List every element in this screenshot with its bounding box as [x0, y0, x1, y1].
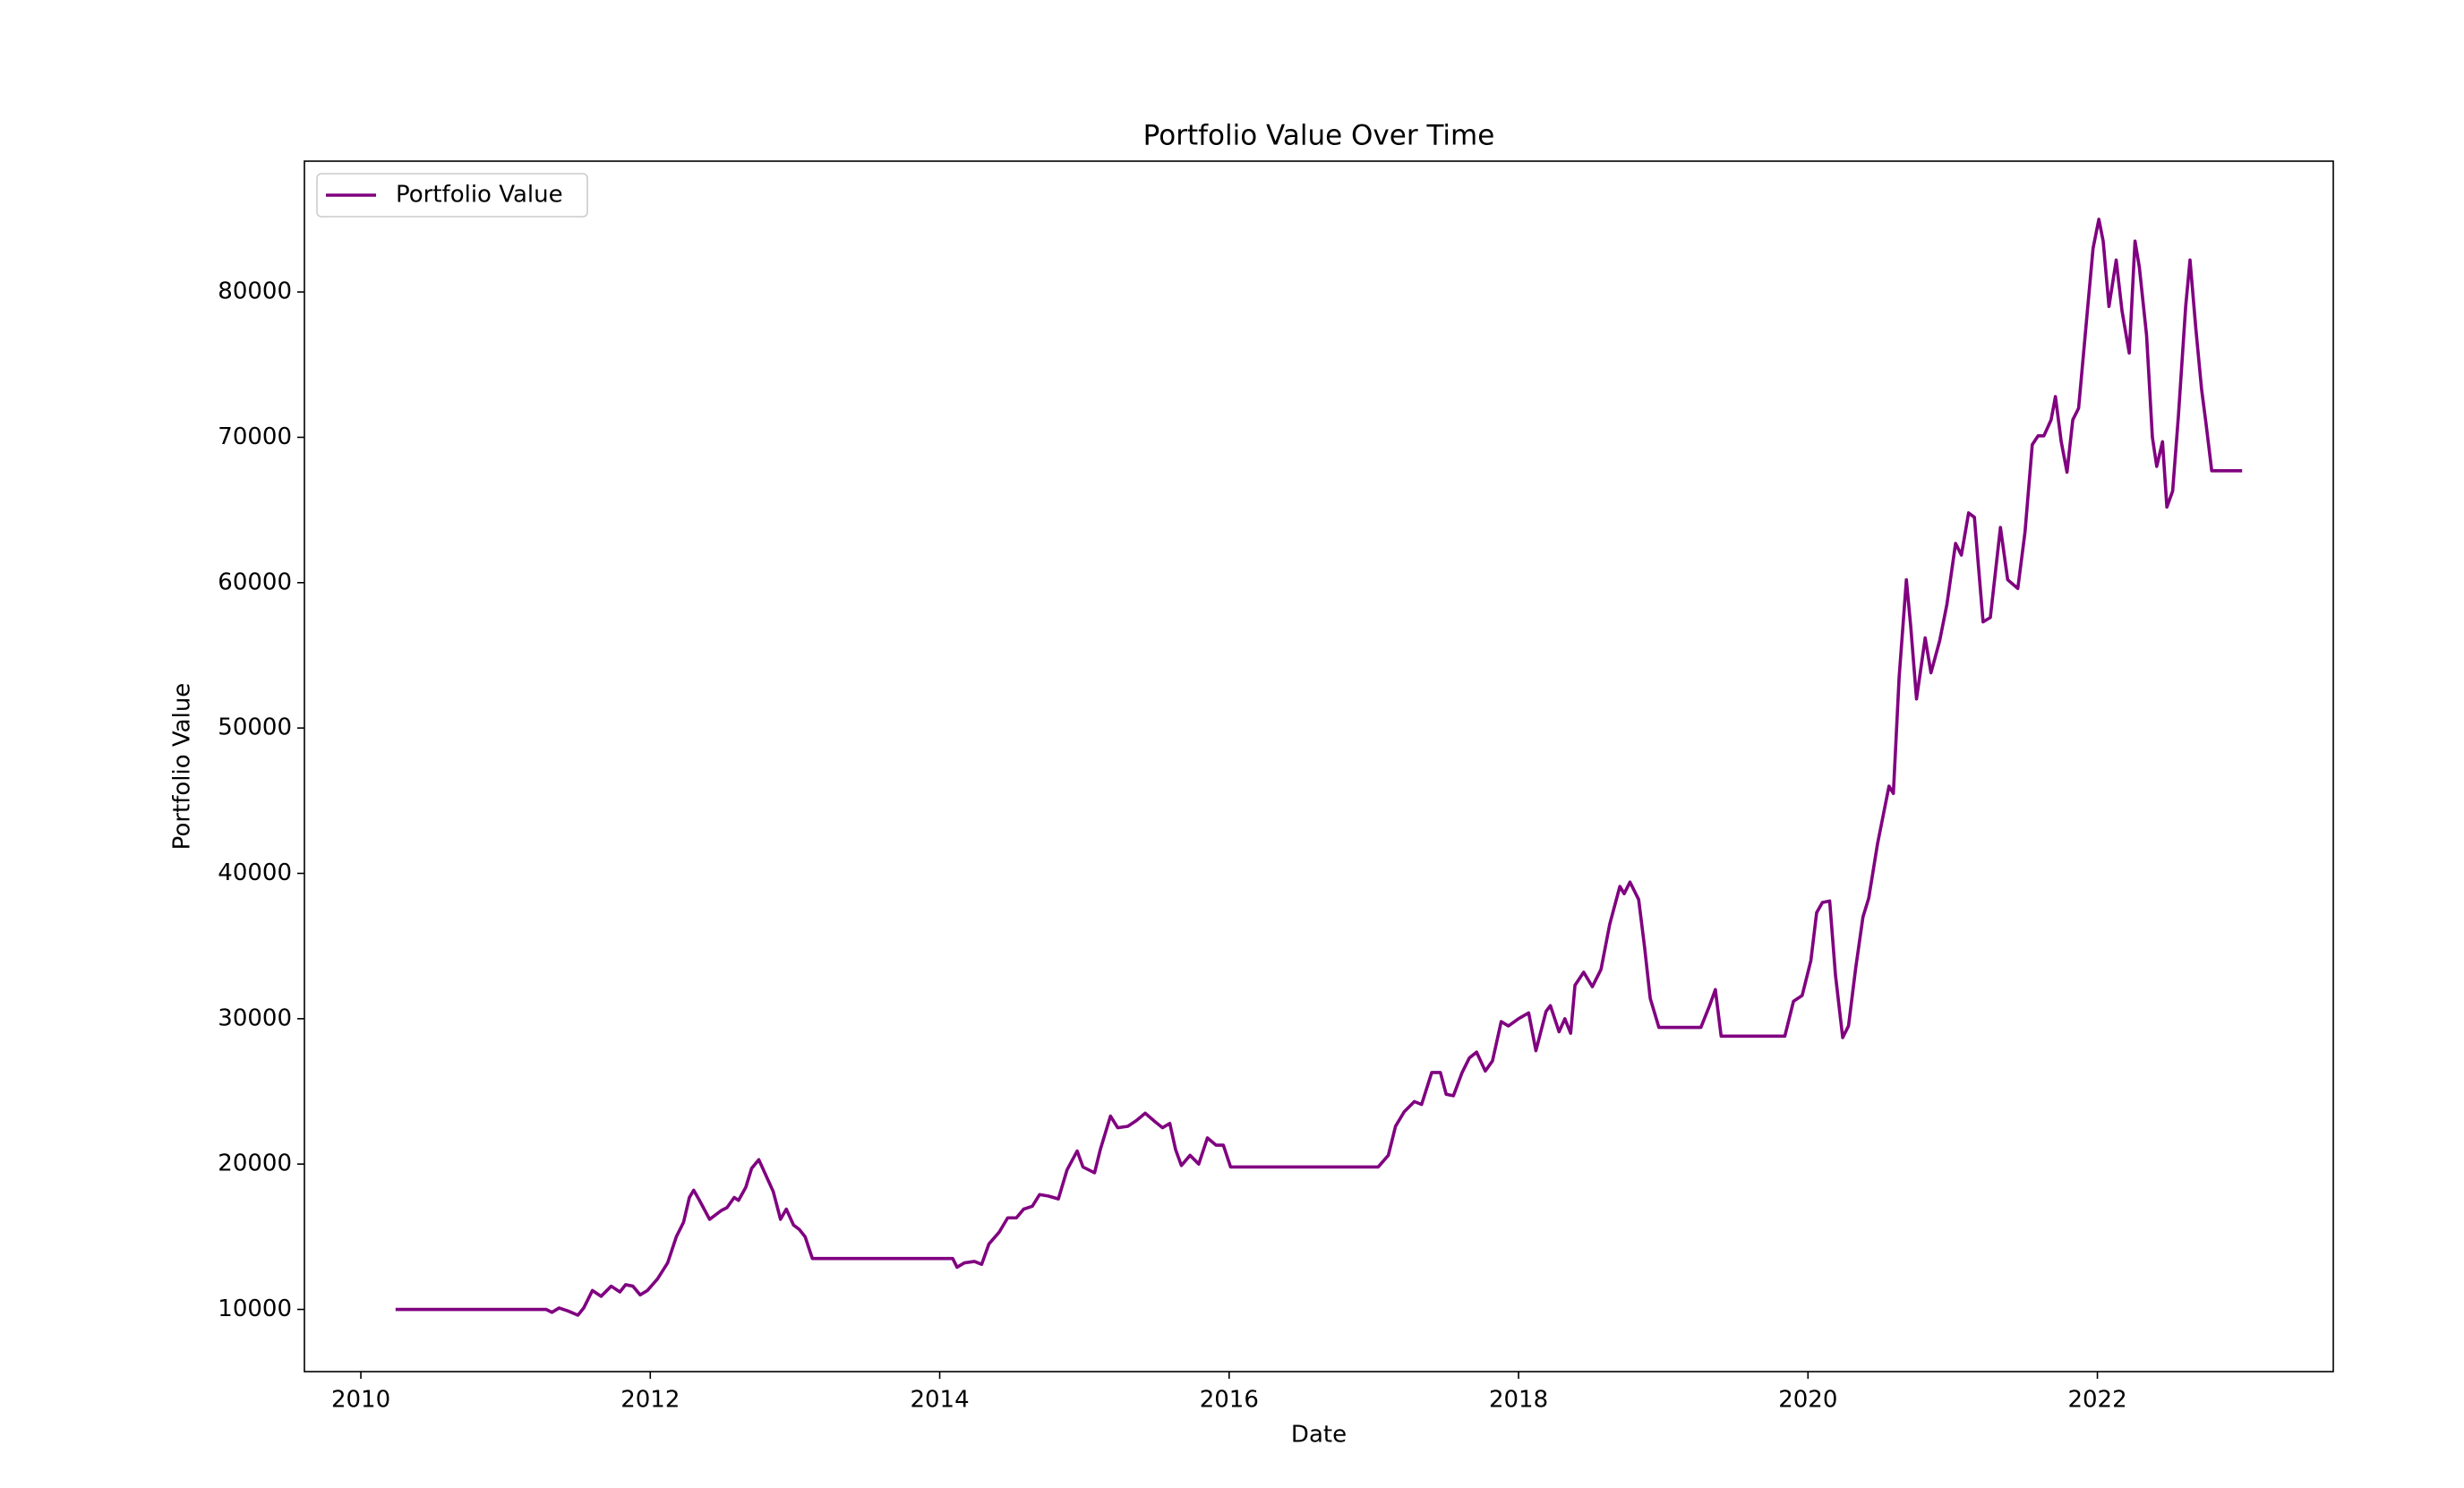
- y-tick-label: 40000: [218, 859, 292, 886]
- chart-title: Portfolio Value Over Time: [1143, 120, 1495, 152]
- y-tick-label: 70000: [218, 423, 292, 450]
- y-tick-label: 10000: [218, 1296, 292, 1322]
- y-tick-label: 50000: [218, 714, 292, 741]
- y-tick-label: 30000: [218, 1005, 292, 1031]
- y-tick-label: 60000: [218, 569, 292, 595]
- y-tick-label: 80000: [218, 278, 292, 305]
- y-tick-label: 20000: [218, 1150, 292, 1177]
- x-tick-label: 2016: [1200, 1387, 1259, 1414]
- legend-box: [316, 173, 588, 218]
- x-tick-label: 2014: [910, 1387, 969, 1414]
- plot-frame: [304, 160, 2334, 1373]
- x-tick-label: 2018: [1489, 1387, 1548, 1414]
- data-line: [395, 218, 2243, 1317]
- x-tick-label: 2012: [620, 1387, 680, 1414]
- x-tick-label: 2010: [331, 1387, 390, 1414]
- x-tick-label: 2020: [1778, 1387, 1837, 1414]
- y-axis-label: Portfolio Value: [169, 683, 196, 851]
- x-tick-label: 2022: [2067, 1387, 2126, 1414]
- x-axis-label: Date: [1291, 1422, 1347, 1449]
- legend-label: Portfolio Value: [396, 182, 563, 209]
